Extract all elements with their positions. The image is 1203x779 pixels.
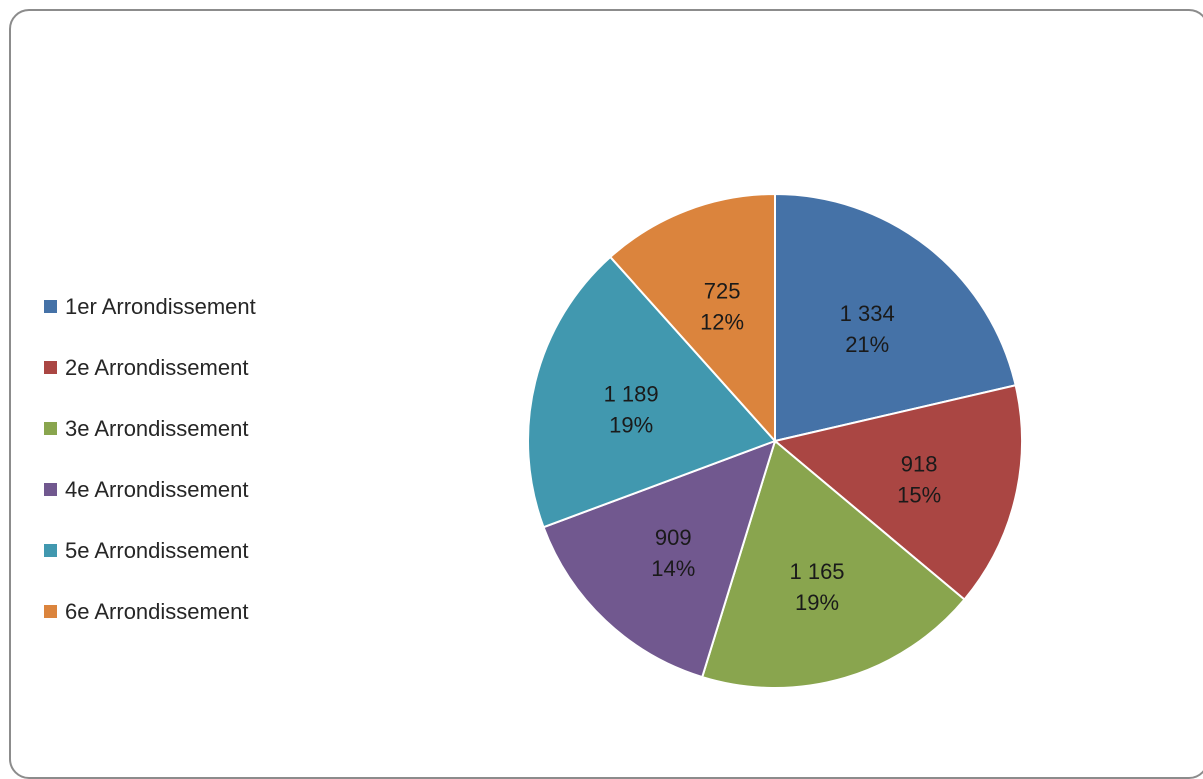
data-label-value-2: 918 [901,451,938,476]
data-label-1: 1 334 21% [840,301,895,357]
legend: 1er Arrondissement 2e Arrondissement 3e … [44,276,364,642]
data-label-value-3: 1 165 [789,559,844,584]
legend-swatch-5 [44,544,57,557]
data-label-percent-5: 19% [609,412,653,437]
legend-swatch-6 [44,605,57,618]
legend-label-4: 4e Arrondissement [65,476,249,502]
pie-slice-2 [772,384,1023,601]
legend-item-6: 6e Arrondissement [44,581,364,642]
pie-slice-6 [608,192,776,444]
data-label-value-4: 909 [655,525,692,550]
data-label-3: 1 165 19% [789,559,844,615]
legend-swatch-2 [44,361,57,374]
data-label-percent-3: 19% [795,590,839,615]
legend-label-3: 3e Arrondissement [65,415,249,441]
data-label-2: 918 15% [897,451,941,507]
data-label-4: 909 14% [651,525,695,581]
pie-slice-1 [774,192,1017,443]
legend-swatch-4 [44,483,57,496]
legend-label-1: 1er Arrondissement [65,293,256,319]
legend-item-1: 1er Arrondissement [44,276,364,337]
data-label-value-6: 725 [704,279,741,304]
data-label-percent-6: 12% [700,310,744,335]
legend-item-4: 4e Arrondissement [44,459,364,520]
legend-item-2: 2e Arrondissement [44,337,364,398]
pie-slice-5 [527,255,777,529]
legend-item-5: 5e Arrondissement [44,520,364,581]
data-label-percent-4: 14% [651,556,695,581]
pie-slice-3 [700,439,966,689]
legend-swatch-3 [44,422,57,435]
pie-slice-4 [542,439,777,679]
legend-label-6: 6e Arrondissement [65,598,249,624]
data-label-value-1: 1 334 [840,301,895,326]
data-label-6: 725 12% [700,279,744,335]
legend-swatch-1 [44,300,57,313]
data-label-percent-1: 21% [845,332,889,357]
data-label-value-5: 1 189 [604,381,659,406]
legend-label-5: 5e Arrondissement [65,537,249,563]
legend-item-3: 3e Arrondissement [44,398,364,459]
legend-label-2: 2e Arrondissement [65,354,249,380]
data-label-percent-2: 15% [897,482,941,507]
data-label-5: 1 189 19% [604,381,659,437]
